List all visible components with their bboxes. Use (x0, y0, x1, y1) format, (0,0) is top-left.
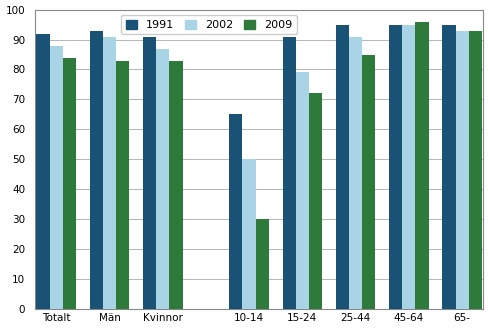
Bar (468, 31, 481, 309)
Bar (242, 160, 255, 309)
Bar (308, 93, 322, 309)
Bar (362, 55, 375, 309)
Bar (156, 48, 169, 309)
Bar (348, 37, 362, 309)
Bar (142, 37, 156, 309)
Bar (442, 25, 455, 309)
Bar (282, 37, 295, 309)
Bar (89, 31, 102, 309)
Bar (388, 25, 402, 309)
Bar (255, 219, 268, 309)
Bar (49, 45, 62, 309)
Bar (455, 31, 468, 309)
Bar (402, 25, 415, 309)
Bar (116, 61, 129, 309)
Bar (295, 72, 308, 309)
Bar (102, 37, 116, 309)
Bar (335, 25, 348, 309)
Bar (62, 58, 76, 309)
Legend: 1991, 2002, 2009: 1991, 2002, 2009 (121, 15, 296, 35)
Bar (169, 61, 182, 309)
Bar (36, 34, 49, 309)
Bar (229, 114, 242, 309)
Bar (415, 21, 428, 309)
